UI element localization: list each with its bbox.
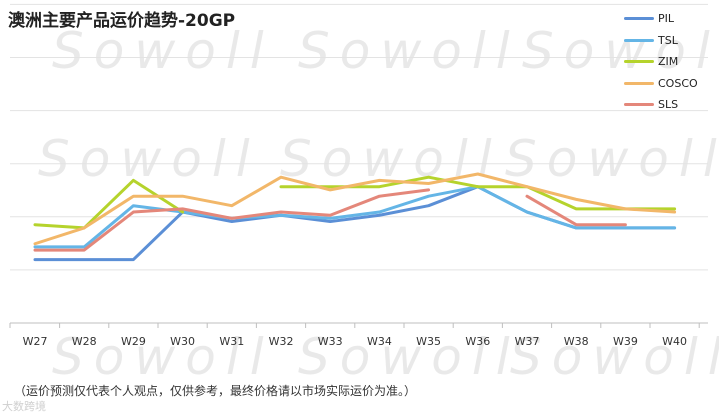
watermark: Sowoll [298, 22, 520, 80]
series-lines [33, 172, 677, 262]
legend-label: SLS [658, 98, 679, 112]
series-line-sls [33, 188, 431, 252]
x-tick-label: W34 [367, 335, 392, 348]
watermark: Sowoll [52, 328, 274, 386]
watermark: Sowoll [52, 22, 274, 80]
series-line-sls [525, 194, 627, 227]
legend-swatch [624, 60, 654, 64]
series-line-zim [33, 178, 185, 230]
legend-item-zim: ZIM [624, 51, 698, 73]
legend-item-tsl: TSL [624, 30, 698, 52]
x-axis-labels: W27 W28 W29 W30 W31 W32 W33 W34 W35 W36 W37 W38 W39 W… [23, 335, 687, 348]
legend-label: ZIM [658, 55, 679, 69]
x-tick-label: W38 [564, 335, 589, 348]
x-tick-label: W33 [318, 335, 343, 348]
x-tick-label: W36 [465, 335, 490, 348]
watermark: Sowoll [505, 130, 719, 188]
legend-swatch [624, 17, 654, 21]
x-tick-label: W35 [416, 335, 441, 348]
legend-label: PIL [658, 12, 675, 26]
x-tick-label: W39 [613, 335, 638, 348]
x-tick-label: W27 [23, 335, 48, 348]
x-tick-label: W28 [72, 335, 97, 348]
watermark: Sowoll [522, 22, 719, 80]
legend-label: COSCO [658, 76, 698, 90]
series-line-zim [279, 175, 677, 211]
x-tick-label: W30 [170, 335, 195, 348]
legend-swatch [624, 103, 654, 107]
x-tick-label: W32 [269, 335, 294, 348]
legend-item-cosco: COSCO [624, 73, 698, 95]
series-line-cosco [33, 172, 677, 246]
chart-title: 澳洲主要产品运价趋势-20GP [8, 11, 236, 31]
legend-item-sls: SLS [624, 94, 698, 116]
corner-watermark: 大数跨境 [2, 400, 46, 413]
legend-item-pil: PIL [624, 8, 698, 30]
grid-lines [9, 3, 708, 328]
watermark: Sowoll [510, 328, 719, 386]
legend-label: TSL [658, 33, 678, 47]
legend: PIL TSL ZIM COSCO SLS [624, 8, 698, 116]
x-tick-label: W31 [219, 335, 244, 348]
footnote: （运价预测仅代表个人观点，仅供参考，最终价格请以市场实际运价为准。） [14, 384, 417, 398]
series-line-tsl [33, 185, 677, 249]
x-tick-label: W37 [515, 335, 540, 348]
watermark: Sowoll [38, 130, 260, 188]
legend-swatch [624, 81, 654, 85]
x-tick-label: W40 [662, 335, 687, 348]
watermark: Sowoll [298, 328, 520, 386]
x-tick-label: W29 [121, 335, 146, 348]
legend-swatch [624, 38, 654, 42]
